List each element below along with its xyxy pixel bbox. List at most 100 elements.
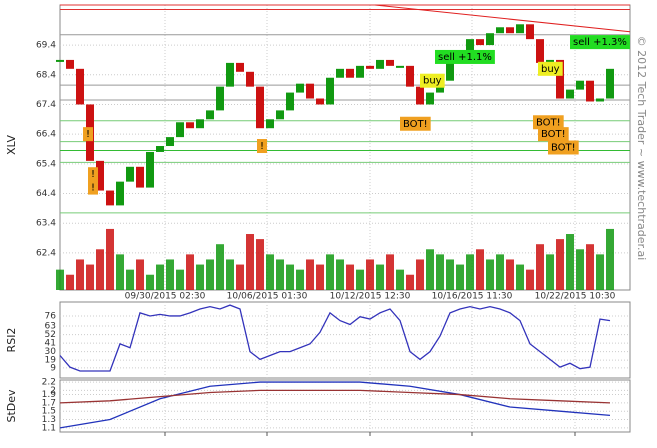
candle bbox=[66, 59, 74, 69]
candle bbox=[246, 71, 254, 87]
volume-bar bbox=[336, 259, 344, 290]
annotation-box bbox=[538, 61, 563, 76]
candle bbox=[56, 59, 64, 62]
volume-bar bbox=[536, 244, 544, 290]
volume-bar bbox=[586, 244, 594, 290]
annotation: buy bbox=[423, 76, 442, 87]
candle bbox=[176, 122, 184, 138]
candle bbox=[106, 190, 114, 206]
candle bbox=[196, 119, 204, 129]
annotation-box bbox=[538, 127, 569, 142]
volume-bar bbox=[206, 259, 214, 290]
volume-bar bbox=[306, 259, 314, 290]
annotation-box bbox=[88, 167, 99, 182]
candle bbox=[386, 59, 394, 66]
candle bbox=[76, 68, 84, 105]
volume-bar bbox=[76, 259, 84, 290]
y-tick-label: 65.4 bbox=[36, 159, 56, 169]
candle bbox=[366, 65, 374, 69]
volume-bar bbox=[546, 254, 554, 290]
volume-bar bbox=[346, 264, 354, 290]
candle bbox=[146, 151, 154, 188]
volume-bar bbox=[376, 264, 384, 290]
volume-bar bbox=[506, 259, 514, 290]
volume-bar bbox=[386, 254, 394, 290]
candle bbox=[396, 65, 404, 68]
volume-bar bbox=[286, 264, 294, 290]
annotation: BOT! bbox=[536, 117, 561, 128]
annotation-box bbox=[420, 73, 445, 88]
volume-bar bbox=[186, 254, 194, 290]
volume-bar bbox=[156, 264, 164, 290]
annotation-box bbox=[88, 180, 99, 195]
y-tick-label: 69.4 bbox=[36, 41, 56, 51]
volume-bar bbox=[86, 264, 94, 290]
volume-bar bbox=[266, 254, 274, 290]
candle bbox=[256, 86, 264, 129]
axis-title: XLV bbox=[5, 135, 18, 155]
volume-bar bbox=[426, 249, 434, 290]
candle bbox=[466, 39, 474, 52]
candle bbox=[576, 80, 584, 90]
volume-bar bbox=[416, 259, 424, 290]
y-tick-label: 1.9 bbox=[42, 390, 57, 400]
candle bbox=[216, 86, 224, 111]
candle bbox=[356, 65, 364, 78]
volume-bar bbox=[446, 259, 454, 290]
stdev-panel bbox=[59, 379, 631, 433]
candle bbox=[586, 80, 594, 102]
price-panel bbox=[59, 4, 631, 291]
candle bbox=[206, 110, 214, 120]
volume-bar bbox=[226, 259, 234, 290]
candle bbox=[316, 98, 324, 105]
annotation-box bbox=[400, 116, 431, 131]
annotation-box bbox=[533, 115, 564, 130]
y-tick-label: 76 bbox=[45, 311, 57, 321]
volume-bar bbox=[356, 269, 364, 290]
candle bbox=[306, 83, 314, 99]
y-tick-label: 41 bbox=[45, 339, 56, 349]
y-tick-label: 66.4 bbox=[36, 130, 56, 140]
candle bbox=[556, 59, 564, 99]
y-tick-label: 68.4 bbox=[36, 70, 56, 80]
volume-bar bbox=[496, 254, 504, 290]
y-tick-label: 30 bbox=[45, 347, 57, 357]
volume-bar bbox=[606, 228, 614, 290]
volume-bar bbox=[176, 269, 184, 290]
volume-bar bbox=[106, 228, 114, 290]
volume-bar bbox=[166, 259, 174, 290]
volume-bar bbox=[576, 249, 584, 290]
candle bbox=[156, 146, 164, 152]
candle bbox=[516, 24, 524, 34]
annotation-box bbox=[257, 139, 268, 154]
volume-bar bbox=[296, 269, 304, 290]
volume-bar bbox=[256, 239, 264, 290]
candle bbox=[376, 59, 384, 69]
candle bbox=[546, 59, 554, 63]
annotation-box bbox=[83, 127, 94, 142]
annotation: ! bbox=[91, 183, 95, 194]
volume-bar bbox=[96, 249, 104, 290]
annotation: BOT! bbox=[551, 143, 576, 154]
annotation: ! bbox=[91, 169, 95, 180]
annotation: sell +1.1% bbox=[438, 52, 492, 63]
candle bbox=[346, 68, 354, 78]
y-tick-label: 67.4 bbox=[36, 100, 56, 110]
volume-bar bbox=[406, 274, 414, 290]
volume-bar bbox=[146, 274, 154, 290]
x-tick-label: 10/12/2015 12:30 bbox=[330, 292, 411, 302]
volume-bar bbox=[276, 259, 284, 290]
annotation-box bbox=[570, 35, 630, 50]
candle bbox=[496, 27, 504, 34]
line-series bbox=[59, 304, 611, 372]
y-tick-label: 63 bbox=[45, 322, 56, 332]
y-tick-label: 52 bbox=[45, 330, 56, 340]
volume-bar bbox=[466, 254, 474, 290]
candle bbox=[136, 166, 144, 188]
candle bbox=[266, 119, 274, 129]
y-tick-label: 62.4 bbox=[36, 248, 56, 258]
candle bbox=[406, 65, 414, 87]
volume-bar bbox=[486, 259, 494, 290]
volume-bar bbox=[66, 274, 74, 290]
